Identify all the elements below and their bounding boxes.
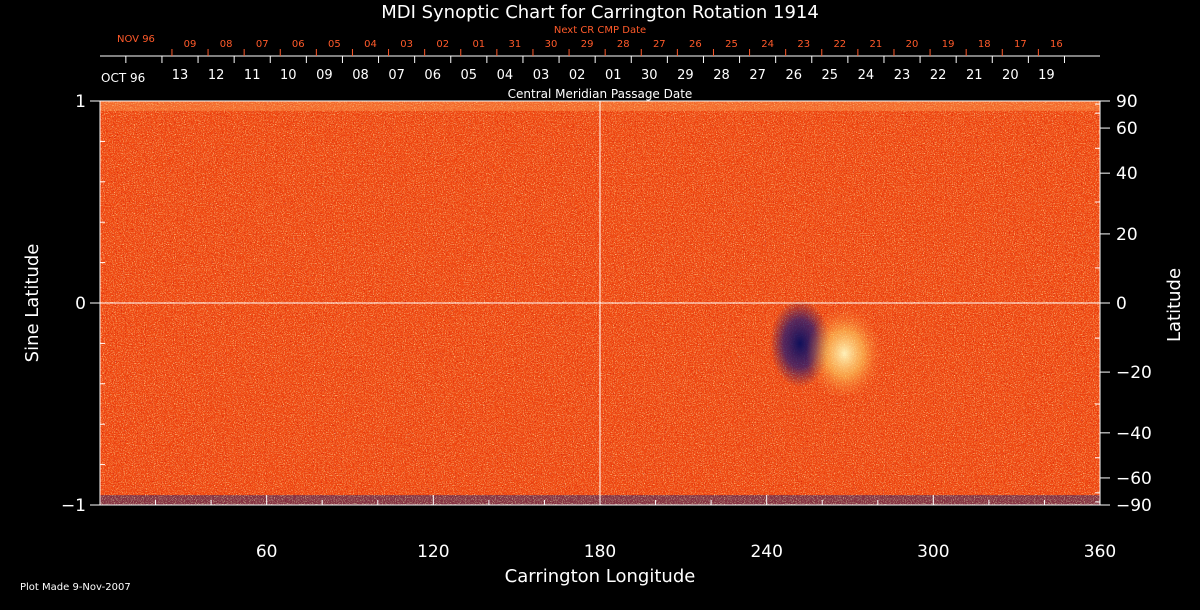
next-cr-date-label: 30 [545, 39, 558, 50]
next-cr-date-label: 27 [653, 39, 666, 50]
y-right-tick-label: −20 [1116, 363, 1152, 383]
cmp-date-label: 13 [172, 68, 189, 83]
cmp-date-label: 11 [244, 68, 261, 83]
x-tick-label: 240 [750, 542, 782, 562]
y-right-tick-label: 20 [1116, 225, 1138, 245]
y-right-tick-label: −40 [1116, 424, 1152, 444]
next-cr-date-label: 24 [761, 39, 774, 50]
cmp-date-label: 19 [1038, 68, 1055, 83]
axes: 60 120 180 240 300 36010−1906040200−20−40−60−… [61, 39, 1152, 562]
cmp-date-label: 10 [280, 68, 297, 83]
cmp-date-label: 25 [822, 68, 839, 83]
cmp-date-label: 24 [858, 68, 875, 83]
cmp-date-label: 21 [966, 68, 983, 83]
next-cr-date-label: 20 [906, 39, 919, 50]
next-cr-date-label: 07 [256, 39, 269, 50]
cmp-date-label: 30 [641, 68, 658, 83]
y-right-tick-label: 60 [1116, 119, 1138, 139]
next-cr-date-label: 16 [1050, 39, 1063, 50]
cmp-date-label: 29 [677, 68, 694, 83]
next-cr-date-label: 04 [364, 39, 377, 50]
y-right-tick-label: −60 [1116, 469, 1152, 489]
x-axis-label: Carrington Longitude [505, 566, 696, 587]
cmp-date-label: 08 [352, 68, 369, 83]
next-cr-date-label: 03 [400, 39, 413, 50]
gridlines [100, 101, 1100, 505]
next-cr-date-label: 29 [581, 39, 594, 50]
cmp-date-label: 07 [388, 68, 405, 83]
positive-polarity-region [806, 307, 883, 400]
y-right-tick-label: 0 [1116, 294, 1127, 314]
cmp-date-label: 09 [316, 68, 333, 83]
next-cr-date-label: 23 [797, 39, 810, 50]
x-tick-label: 120 [417, 542, 449, 562]
cmp-date-label: 01 [605, 68, 622, 83]
y-axis-label-left: Sine Latitude [22, 244, 43, 363]
x-tick-label: 360 [1084, 542, 1116, 562]
chart-title: MDI Synoptic Chart for Carrington Rotati… [381, 2, 819, 23]
cmp-date-label: 12 [208, 68, 225, 83]
next-cr-date-label: 06 [292, 39, 305, 50]
next-cr-date-label: 09 [184, 39, 197, 50]
x-tick-label: 300 [917, 542, 949, 562]
next-cr-date-label: 05 [328, 39, 341, 50]
y-right-tick-label: 40 [1116, 164, 1138, 184]
y-axis-label-right: Latitude [1164, 268, 1185, 342]
next-cr-date-label: 02 [436, 39, 449, 50]
next-cr-axis-title: Next CR CMP Date [554, 25, 646, 36]
next-cr-date-label: 19 [942, 39, 955, 50]
cmp-date-label: 05 [461, 68, 478, 83]
y-left-tick-label: −1 [61, 496, 86, 516]
next-cr-date-label: 26 [689, 39, 702, 50]
active-regions [770, 299, 883, 400]
cmp-date-label: 02 [569, 68, 586, 83]
next-cr-date-label: 25 [725, 39, 738, 50]
cmp-date-label: 06 [424, 68, 441, 83]
cmp-date-label: 20 [1002, 68, 1019, 83]
y-left-tick-label: 0 [75, 294, 86, 314]
y-right-tick-label: 90 [1116, 92, 1138, 112]
cmp-date-label: 04 [497, 68, 514, 83]
next-cr-date-label: 18 [978, 39, 991, 50]
next-cr-start-label: NOV 96 [117, 34, 155, 45]
plot-area [99, 100, 1101, 506]
next-cr-date-label: 22 [833, 39, 846, 50]
cmp-date-label: 03 [533, 68, 550, 83]
cmp-start-label: OCT 96 [101, 71, 145, 85]
y-right-tick-label: −90 [1116, 496, 1152, 516]
next-cr-date-label: 08 [220, 39, 233, 50]
cmp-date-label: 22 [930, 68, 947, 83]
cmp-date-label: 27 [749, 68, 766, 83]
x-tick-label: 60 [256, 542, 278, 562]
cmp-date-label: 28 [713, 68, 730, 83]
next-cr-date-label: 28 [617, 39, 630, 50]
y-left-tick-label: 1 [75, 92, 86, 112]
next-cr-date-label: 01 [472, 39, 485, 50]
next-cr-date-label: 31 [509, 39, 522, 50]
cmp-date-label: 23 [894, 68, 911, 83]
plot-made-footer: Plot Made 9-Nov-2007 [20, 582, 131, 593]
x-tick-label: 180 [584, 542, 616, 562]
next-cr-date-label: 21 [870, 39, 883, 50]
next-cr-date-label: 17 [1014, 39, 1027, 50]
cmp-date-label: 26 [785, 68, 802, 83]
cmp-axis-title: Central Meridian Passage Date [508, 87, 693, 101]
